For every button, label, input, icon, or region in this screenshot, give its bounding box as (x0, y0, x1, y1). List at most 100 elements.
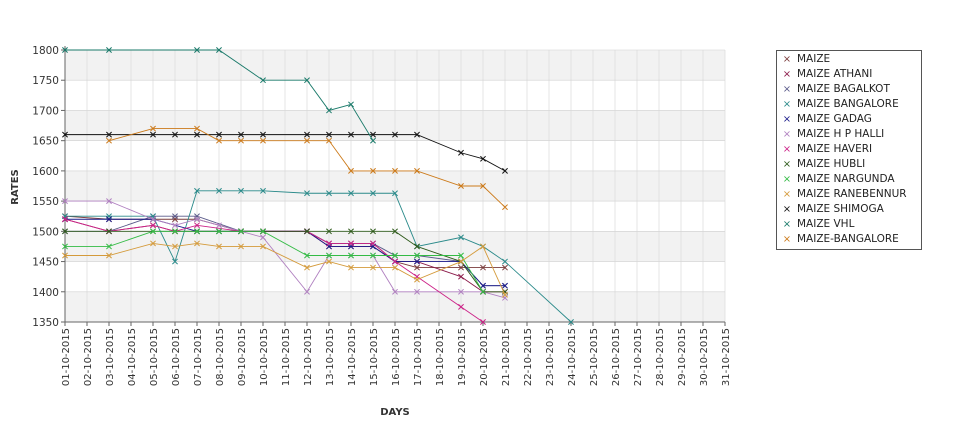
data-point (216, 222, 222, 229)
data-point (458, 303, 464, 310)
data-point (458, 252, 464, 259)
data-point (392, 264, 398, 271)
data-point (106, 252, 112, 259)
data-point (414, 131, 420, 138)
data-point (370, 131, 376, 138)
data-point (216, 47, 222, 53)
y-axis-label: RATES (10, 169, 21, 205)
data-point (348, 131, 354, 138)
data-point (370, 240, 376, 247)
data-point (502, 291, 508, 298)
data-point (260, 131, 266, 138)
legend-item: × MAIZE ATHANI (777, 67, 921, 82)
data-point (238, 137, 244, 144)
y-tick-label: 1400 (32, 287, 59, 299)
legend-item: × MAIZE SHIMOGA (777, 202, 921, 217)
legend-label: MAIZE BAGALKOT (797, 83, 890, 95)
data-point (458, 149, 464, 156)
y-tick-label: 1700 (32, 105, 59, 117)
series-maize-bangalore (106, 125, 508, 211)
legend-label: MAIZE RANEBENNUR (797, 188, 907, 200)
data-point (260, 228, 266, 235)
data-point (172, 213, 178, 220)
x-tick-label: 10-10-2015 (259, 328, 270, 386)
data-point (348, 240, 354, 247)
legend-label: MAIZE-BANGALORE (797, 233, 899, 245)
y-tick-label: 1600 (32, 166, 59, 178)
data-point (216, 243, 222, 250)
data-point (370, 264, 376, 271)
data-point (414, 258, 420, 265)
data-point (326, 131, 332, 138)
data-point (304, 288, 310, 295)
y-tick-label: 1750 (32, 75, 59, 87)
x-tick-label: 19-10-2015 (457, 328, 468, 386)
data-point (370, 137, 376, 144)
data-point (370, 190, 376, 197)
data-point (326, 228, 332, 235)
data-point (326, 107, 332, 114)
x-tick-label: 16-10-2015 (391, 328, 402, 386)
data-point (304, 137, 310, 144)
x-tick-label: 14-10-2015 (347, 328, 358, 386)
legend-label: MAIZE ATHANI (797, 68, 873, 80)
data-point (392, 258, 398, 265)
data-point (172, 258, 178, 265)
data-point (260, 243, 266, 250)
x-tick-label: 27-10-2015 (633, 328, 644, 386)
x-tick-label: 18-10-2015 (435, 328, 446, 386)
x-tick-label: 21-10-2015 (501, 328, 512, 386)
legend-marker-icon: × (782, 129, 792, 140)
series-maize-nargunda (62, 228, 486, 295)
data-point (392, 190, 398, 197)
data-point (392, 252, 398, 259)
x-tick-label: 17-10-2015 (413, 328, 424, 386)
data-point (260, 77, 266, 84)
legend-label: MAIZE H P HALLI (797, 128, 885, 140)
legend-item: × MAIZE H P HALLI (777, 127, 921, 142)
data-point (502, 282, 508, 289)
data-point (348, 264, 354, 271)
data-point (238, 131, 244, 138)
data-point (458, 234, 464, 241)
data-point (106, 216, 112, 223)
x-tick-label: 12-10-2015 (303, 328, 314, 386)
x-tick-label: 24-10-2015 (567, 328, 578, 386)
legend-label: MAIZE SHIMOGA (797, 203, 884, 215)
x-tick-label: 20-10-2015 (479, 328, 490, 386)
data-point (326, 258, 332, 265)
x-tick-label: 13-10-2015 (325, 328, 336, 386)
x-tick-label: 26-10-2015 (611, 328, 622, 386)
x-tick-label: 02-10-2015 (83, 328, 94, 386)
data-point (260, 137, 266, 144)
data-point (392, 167, 398, 174)
x-tick-label: 15-10-2015 (369, 328, 380, 386)
data-point (62, 198, 68, 205)
legend-marker-icon: × (782, 234, 792, 245)
data-point (260, 187, 266, 194)
x-tick-label: 31-10-2015 (721, 328, 732, 386)
data-point (414, 288, 420, 295)
data-point (304, 190, 310, 197)
x-tick-label: 11-10-2015 (281, 328, 292, 386)
data-point (304, 77, 310, 84)
data-point (172, 243, 178, 250)
data-point (326, 252, 332, 259)
data-point (480, 183, 486, 189)
data-point (304, 252, 310, 259)
data-point (304, 264, 310, 271)
data-point (458, 183, 464, 189)
data-point (62, 228, 68, 235)
data-point (326, 240, 332, 247)
series-maize-ranebennur (62, 240, 508, 298)
data-point (62, 252, 68, 259)
data-point (62, 131, 68, 138)
legend-item: × MAIZE VHL (777, 217, 921, 232)
legend-item: × MAIZE RANEBENNUR (777, 187, 921, 202)
data-point (172, 222, 178, 229)
data-point (150, 216, 156, 223)
data-point (458, 273, 464, 280)
chart-legend: × MAIZE × MAIZE ATHANI × MAIZE BAGALKOT × MAIZE… (776, 50, 922, 250)
legend-label: MAIZE BANGALORE (797, 98, 899, 110)
